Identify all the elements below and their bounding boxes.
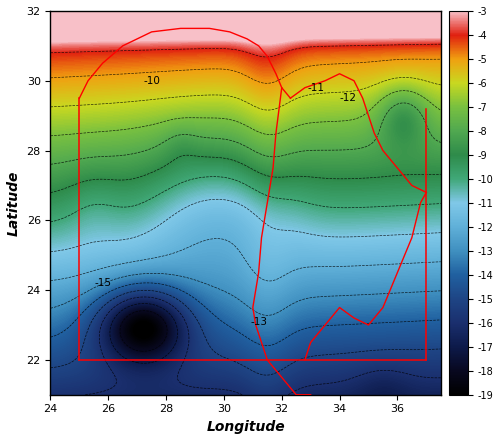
X-axis label: Longitude: Longitude xyxy=(206,420,285,434)
Text: -11: -11 xyxy=(308,83,325,93)
Text: -15: -15 xyxy=(94,278,111,288)
Text: -12: -12 xyxy=(340,93,356,103)
Text: -13: -13 xyxy=(250,317,267,326)
Y-axis label: Latitude: Latitude xyxy=(7,170,21,235)
Text: -10: -10 xyxy=(143,76,160,86)
